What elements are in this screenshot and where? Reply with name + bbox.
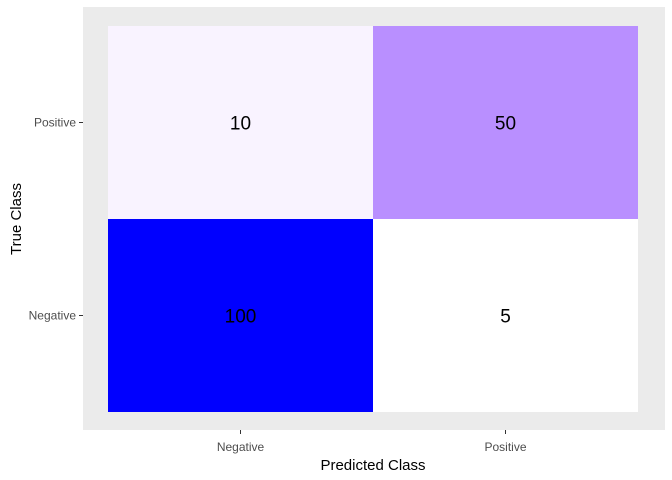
cell-value-label: 50 — [495, 114, 516, 135]
heatmap-cells — [108, 26, 638, 412]
x-tick-label-negative: Negative — [217, 440, 265, 454]
cell-value-label: 100 — [225, 307, 257, 328]
y-axis: Negative Positive — [29, 116, 83, 323]
x-tick-label-positive: Positive — [484, 440, 526, 454]
heatmap-cell-negative-negative — [108, 219, 373, 412]
x-axis-title: Predicted Class — [320, 457, 425, 474]
heatmap-cell-negative-positive — [373, 219, 638, 412]
cell-value-labels: 10 50 100 5 — [225, 114, 516, 328]
heatmap-cell-positive-positive — [373, 26, 638, 219]
y-tick-label-positive: Positive — [34, 116, 76, 130]
cell-value-label: 5 — [500, 307, 511, 328]
y-axis-title: True Class — [8, 183, 25, 255]
y-tick-label-negative: Negative — [29, 309, 77, 323]
x-axis: Negative Positive — [217, 430, 527, 454]
cell-value-label: 10 — [230, 114, 251, 135]
heatmap-cell-positive-negative — [108, 26, 373, 219]
